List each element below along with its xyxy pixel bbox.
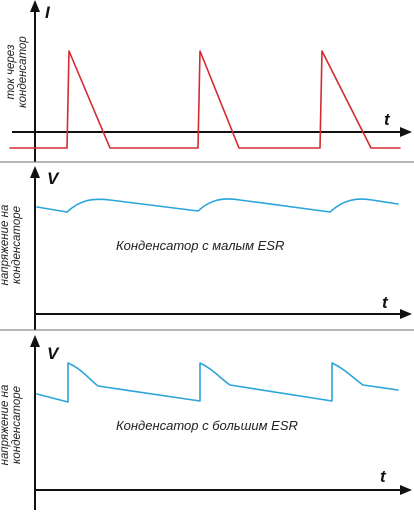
low-esr-caption: Конденсатор с малым ESR [116,238,284,253]
low-esr-side-label: напряжение на конденсаторе [0,205,23,286]
current-vertical-axis-label: I [45,3,51,22]
high-esr-vertical-axis-label: V [47,344,60,363]
low-esr-horizontal-axis-label: t [382,293,389,312]
low-esr-vertical-axis-label: V [47,169,60,188]
high-esr-side-label-line2: конденсаторе [11,386,23,464]
low-esr-vertical-axis-arrow [30,166,40,178]
current-waveform [9,50,401,149]
current-vertical-axis-arrow [30,0,40,12]
high-esr-side-label-line1: напряжение на [0,385,11,466]
current-side-label: ток через конденсатор [5,36,29,108]
current-horizontal-axis-arrow [400,127,412,137]
high-esr-voltage-waveform [36,362,399,403]
current-side-label-line2: конденсатор [17,36,29,108]
low-esr-side-label-line2: конденсаторе [11,206,23,284]
high-esr-voltage-panel: V t напряжение на конденсаторе Конденсат… [0,335,412,510]
high-esr-side-label: напряжение на конденсаторе [0,385,23,466]
high-esr-horizontal-axis-arrow [400,485,412,495]
low-esr-side-label-line1: напряжение на [0,205,11,286]
high-esr-vertical-axis-arrow [30,335,40,347]
low-esr-voltage-panel: V t напряжение на конденсаторе Конденсат… [0,166,412,330]
low-esr-voltage-waveform [36,198,399,213]
current-horizontal-axis-label: t [384,110,391,129]
low-esr-horizontal-axis-arrow [400,309,412,319]
high-esr-horizontal-axis-label: t [380,467,387,486]
current-side-label-line1: ток через [5,44,17,99]
high-esr-caption: Конденсатор с большим ESR [116,418,298,433]
current-panel: I t ток через конденсатор [5,0,412,162]
